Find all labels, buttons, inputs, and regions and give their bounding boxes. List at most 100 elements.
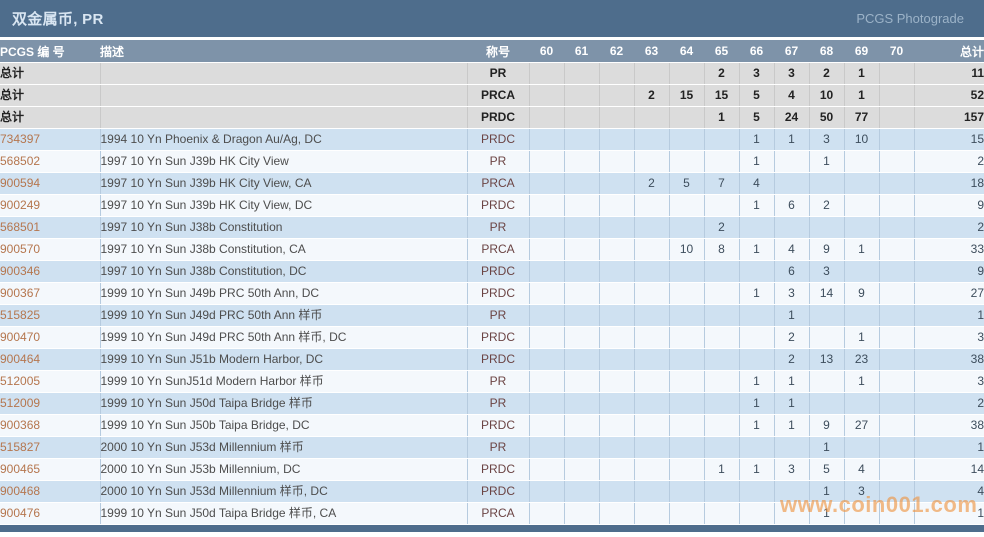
coin-row: 900368 1999 10 Yn Sun J50b Taipa Bridge, … bbox=[0, 414, 984, 437]
grade-66-count: 1 bbox=[739, 392, 775, 415]
total-count: 52 bbox=[914, 84, 984, 107]
bottom-bar bbox=[0, 525, 984, 532]
pcgs-number-link[interactable]: 900470 bbox=[0, 330, 41, 344]
grade-67-count: 6 bbox=[774, 194, 810, 217]
grade-61-count bbox=[564, 282, 600, 305]
column-header-68: 68 bbox=[809, 40, 844, 63]
grade-68-count bbox=[809, 392, 845, 415]
grade-63-count bbox=[634, 106, 670, 129]
grade-67-count: 2 bbox=[774, 348, 810, 371]
designation: PRDC bbox=[467, 348, 530, 371]
total-count: 38 bbox=[914, 348, 984, 371]
grade-66-count bbox=[739, 216, 775, 239]
grade-63-count bbox=[634, 282, 670, 305]
total-count: 1 bbox=[914, 502, 984, 525]
grade-64-count bbox=[669, 106, 705, 129]
grade-65-count: 2 bbox=[704, 216, 740, 239]
grade-60-count bbox=[529, 216, 565, 239]
coin-description: 1999 10 Yn Sun J50b Taipa Bridge, DC bbox=[100, 414, 468, 437]
pcgs-number-link[interactable]: 515827 bbox=[0, 440, 41, 454]
coin-description: 1997 10 Yn Sun J38b Constitution, DC bbox=[100, 260, 468, 283]
grade-60-count bbox=[529, 304, 565, 327]
pcgs-number-link[interactable]: 900570 bbox=[0, 242, 41, 256]
pcgs-number-link[interactable]: 512009 bbox=[0, 396, 41, 410]
grade-69-count bbox=[844, 216, 880, 239]
grade-68-count: 1 bbox=[809, 480, 845, 503]
grade-61-count bbox=[564, 128, 600, 151]
grade-66-count: 5 bbox=[739, 84, 775, 107]
pcgs-number-link[interactable]: 900346 bbox=[0, 264, 41, 278]
grade-60-count bbox=[529, 150, 565, 173]
grade-60-count bbox=[529, 106, 565, 129]
summary-total-label: 总计 bbox=[0, 106, 101, 129]
coin-row: 900465 2000 10 Yn Sun J53b Millennium, DC… bbox=[0, 458, 984, 481]
designation: PR bbox=[467, 370, 530, 393]
grade-64-count bbox=[669, 62, 705, 85]
grade-65-count bbox=[704, 128, 740, 151]
pcgs-number-link[interactable]: 900249 bbox=[0, 198, 41, 212]
grade-70-count bbox=[879, 326, 915, 349]
pcgs-number-cell: 568501 bbox=[0, 216, 101, 239]
grade-61-count bbox=[564, 106, 600, 129]
grade-68-count bbox=[809, 370, 845, 393]
column-header-61: 61 bbox=[564, 40, 599, 63]
grade-62-count bbox=[599, 260, 635, 283]
coin-description: 1999 10 Yn Sun J51b Modern Harbor, DC bbox=[100, 348, 468, 371]
grade-61-count bbox=[564, 216, 600, 239]
grade-70-count bbox=[879, 414, 915, 437]
pcgs-number-link[interactable]: 568502 bbox=[0, 154, 41, 168]
grade-67-count bbox=[774, 502, 810, 525]
designation: PR bbox=[467, 150, 530, 173]
grade-69-count bbox=[844, 502, 880, 525]
pcgs-number-link[interactable]: 900476 bbox=[0, 506, 41, 520]
grade-70-count bbox=[879, 106, 915, 129]
grade-64-count: 15 bbox=[669, 84, 705, 107]
grade-70-count bbox=[879, 348, 915, 371]
total-count: 4 bbox=[914, 480, 984, 503]
grade-62-count bbox=[599, 216, 635, 239]
pcgs-number-link[interactable]: 900464 bbox=[0, 352, 41, 366]
grade-69-count: 9 bbox=[844, 282, 880, 305]
grade-60-count bbox=[529, 436, 565, 459]
grade-62-count bbox=[599, 458, 635, 481]
pcgs-number-link[interactable]: 900468 bbox=[0, 484, 41, 498]
grade-61-count bbox=[564, 260, 600, 283]
pcgs-number-link[interactable]: 734397 bbox=[0, 132, 41, 146]
grade-63-count: 2 bbox=[634, 84, 670, 107]
total-count: 15 bbox=[914, 128, 984, 151]
photograde-link[interactable]: PCGS Photograde bbox=[856, 11, 964, 26]
grade-60-count bbox=[529, 458, 565, 481]
pcgs-number-link[interactable]: 568501 bbox=[0, 220, 41, 234]
grade-65-count: 15 bbox=[704, 84, 740, 107]
grade-67-count: 6 bbox=[774, 260, 810, 283]
pcgs-number-link[interactable]: 515825 bbox=[0, 308, 41, 322]
grade-66-count: 3 bbox=[739, 62, 775, 85]
grade-67-count bbox=[774, 216, 810, 239]
coin-description bbox=[100, 62, 468, 85]
grade-66-count: 1 bbox=[739, 128, 775, 151]
grade-66-count: 4 bbox=[739, 172, 775, 195]
grade-66-count: 1 bbox=[739, 282, 775, 305]
grade-65-count bbox=[704, 392, 740, 415]
pcgs-number-cell: 734397 bbox=[0, 128, 101, 151]
designation: PRDC bbox=[467, 128, 530, 151]
grade-67-count: 1 bbox=[774, 128, 810, 151]
coin-row: 900476 1999 10 Yn Sun J50d Taipa Bridge 样… bbox=[0, 502, 984, 525]
grade-60-count bbox=[529, 480, 565, 503]
pcgs-number-link[interactable]: 512005 bbox=[0, 374, 41, 388]
coin-description: 1994 10 Yn Phoenix & Dragon Au/Ag, DC bbox=[100, 128, 468, 151]
total-count: 2 bbox=[914, 392, 984, 415]
grade-62-count bbox=[599, 282, 635, 305]
pcgs-number-link[interactable]: 900594 bbox=[0, 176, 41, 190]
grade-64-count bbox=[669, 150, 705, 173]
grade-68-count: 50 bbox=[809, 106, 845, 129]
grade-69-count: 1 bbox=[844, 238, 880, 261]
grade-68-count: 13 bbox=[809, 348, 845, 371]
grade-69-count: 23 bbox=[844, 348, 880, 371]
grade-67-count: 2 bbox=[774, 326, 810, 349]
pcgs-number-link[interactable]: 900367 bbox=[0, 286, 41, 300]
pcgs-number-link[interactable]: 900465 bbox=[0, 462, 41, 476]
grade-60-count bbox=[529, 172, 565, 195]
coin-description: 1999 10 Yn Sun J49d PRC 50th Ann 样币 bbox=[100, 304, 468, 327]
pcgs-number-link[interactable]: 900368 bbox=[0, 418, 41, 432]
